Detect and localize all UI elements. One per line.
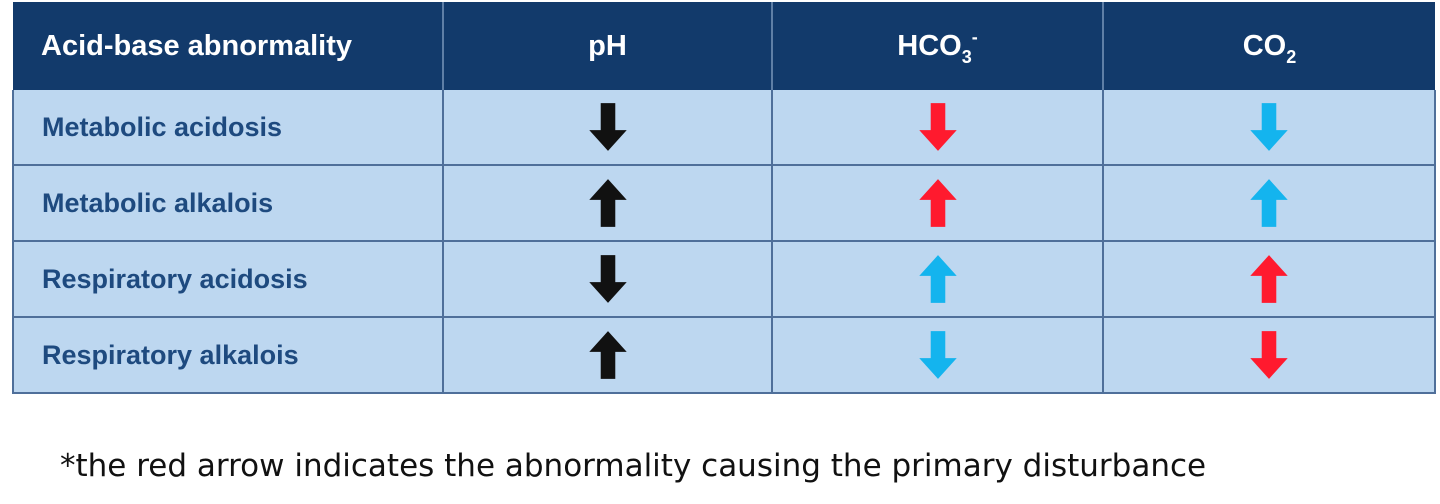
arrow-up-shape [918, 255, 957, 303]
ph-cell [442, 90, 772, 165]
hco3-arrow-icon [918, 331, 957, 379]
ph-cell [442, 164, 772, 241]
row-label: Respiratory alkalois [12, 316, 443, 394]
header-hco3: HCO3- [771, 2, 1103, 90]
header-ph: pH [442, 2, 772, 90]
ph-arrow-icon [588, 255, 627, 303]
row-label: Respiratory acidosis [12, 240, 443, 317]
hco3-cell [771, 164, 1103, 241]
table-row: Respiratory acidosis [12, 240, 1436, 317]
arrow-down-shape [588, 255, 627, 303]
arrow-up-shape [588, 179, 627, 227]
arrow-up-shape [588, 331, 627, 379]
header-abnormality: Acid-base abnormality [13, 2, 443, 90]
hco3-cell [771, 316, 1103, 394]
header-co2-main: CO [1242, 29, 1287, 62]
co2-cell [1102, 240, 1436, 317]
table-row: Metabolic acidosis [12, 90, 1436, 165]
acid-base-table: Acid-base abnormality pH HCO3- CO2 Metab… [12, 2, 1436, 394]
co2-arrow-icon [1250, 103, 1288, 151]
row-label: Metabolic acidosis [12, 90, 443, 165]
co2-arrow-icon [1250, 179, 1288, 227]
ph-cell [442, 240, 772, 317]
ph-arrow-icon [588, 331, 627, 379]
arrow-down-shape [1250, 103, 1288, 151]
hco3-arrow-icon [918, 179, 957, 227]
footnote: *the red arrow indicates the abnormality… [60, 448, 1207, 484]
arrow-down-shape [918, 103, 957, 151]
ph-cell [442, 316, 772, 394]
arrow-up-shape [1250, 179, 1288, 227]
co2-arrow-icon [1250, 331, 1288, 379]
co2-cell [1102, 164, 1436, 241]
hco3-cell [771, 90, 1103, 165]
row-label: Metabolic alkalois [12, 164, 443, 241]
arrow-down-shape [918, 331, 957, 379]
table-row: Metabolic alkalois [12, 164, 1436, 241]
co2-arrow-icon [1250, 255, 1288, 303]
co2-cell [1102, 90, 1436, 165]
header-hco3-main: HCO [897, 29, 962, 62]
hco3-cell [771, 240, 1103, 317]
header-hco3-sub: 3 [961, 46, 972, 67]
arrow-up-shape [1250, 255, 1288, 303]
arrow-down-shape [588, 103, 627, 151]
hco3-arrow-icon [918, 255, 957, 303]
header-co2: CO2 [1102, 2, 1435, 90]
header-row: Acid-base abnormality pH HCO3- CO2 [13, 2, 1435, 90]
ph-arrow-icon [588, 179, 627, 227]
header-co2-sub: 2 [1286, 46, 1297, 67]
header-hco3-sup: - [971, 26, 978, 47]
co2-cell [1102, 316, 1436, 394]
hco3-arrow-icon [918, 103, 957, 151]
table-row: Respiratory alkalois [12, 316, 1436, 394]
arrow-up-shape [918, 179, 957, 227]
ph-arrow-icon [588, 103, 627, 151]
arrow-down-shape [1250, 331, 1288, 379]
